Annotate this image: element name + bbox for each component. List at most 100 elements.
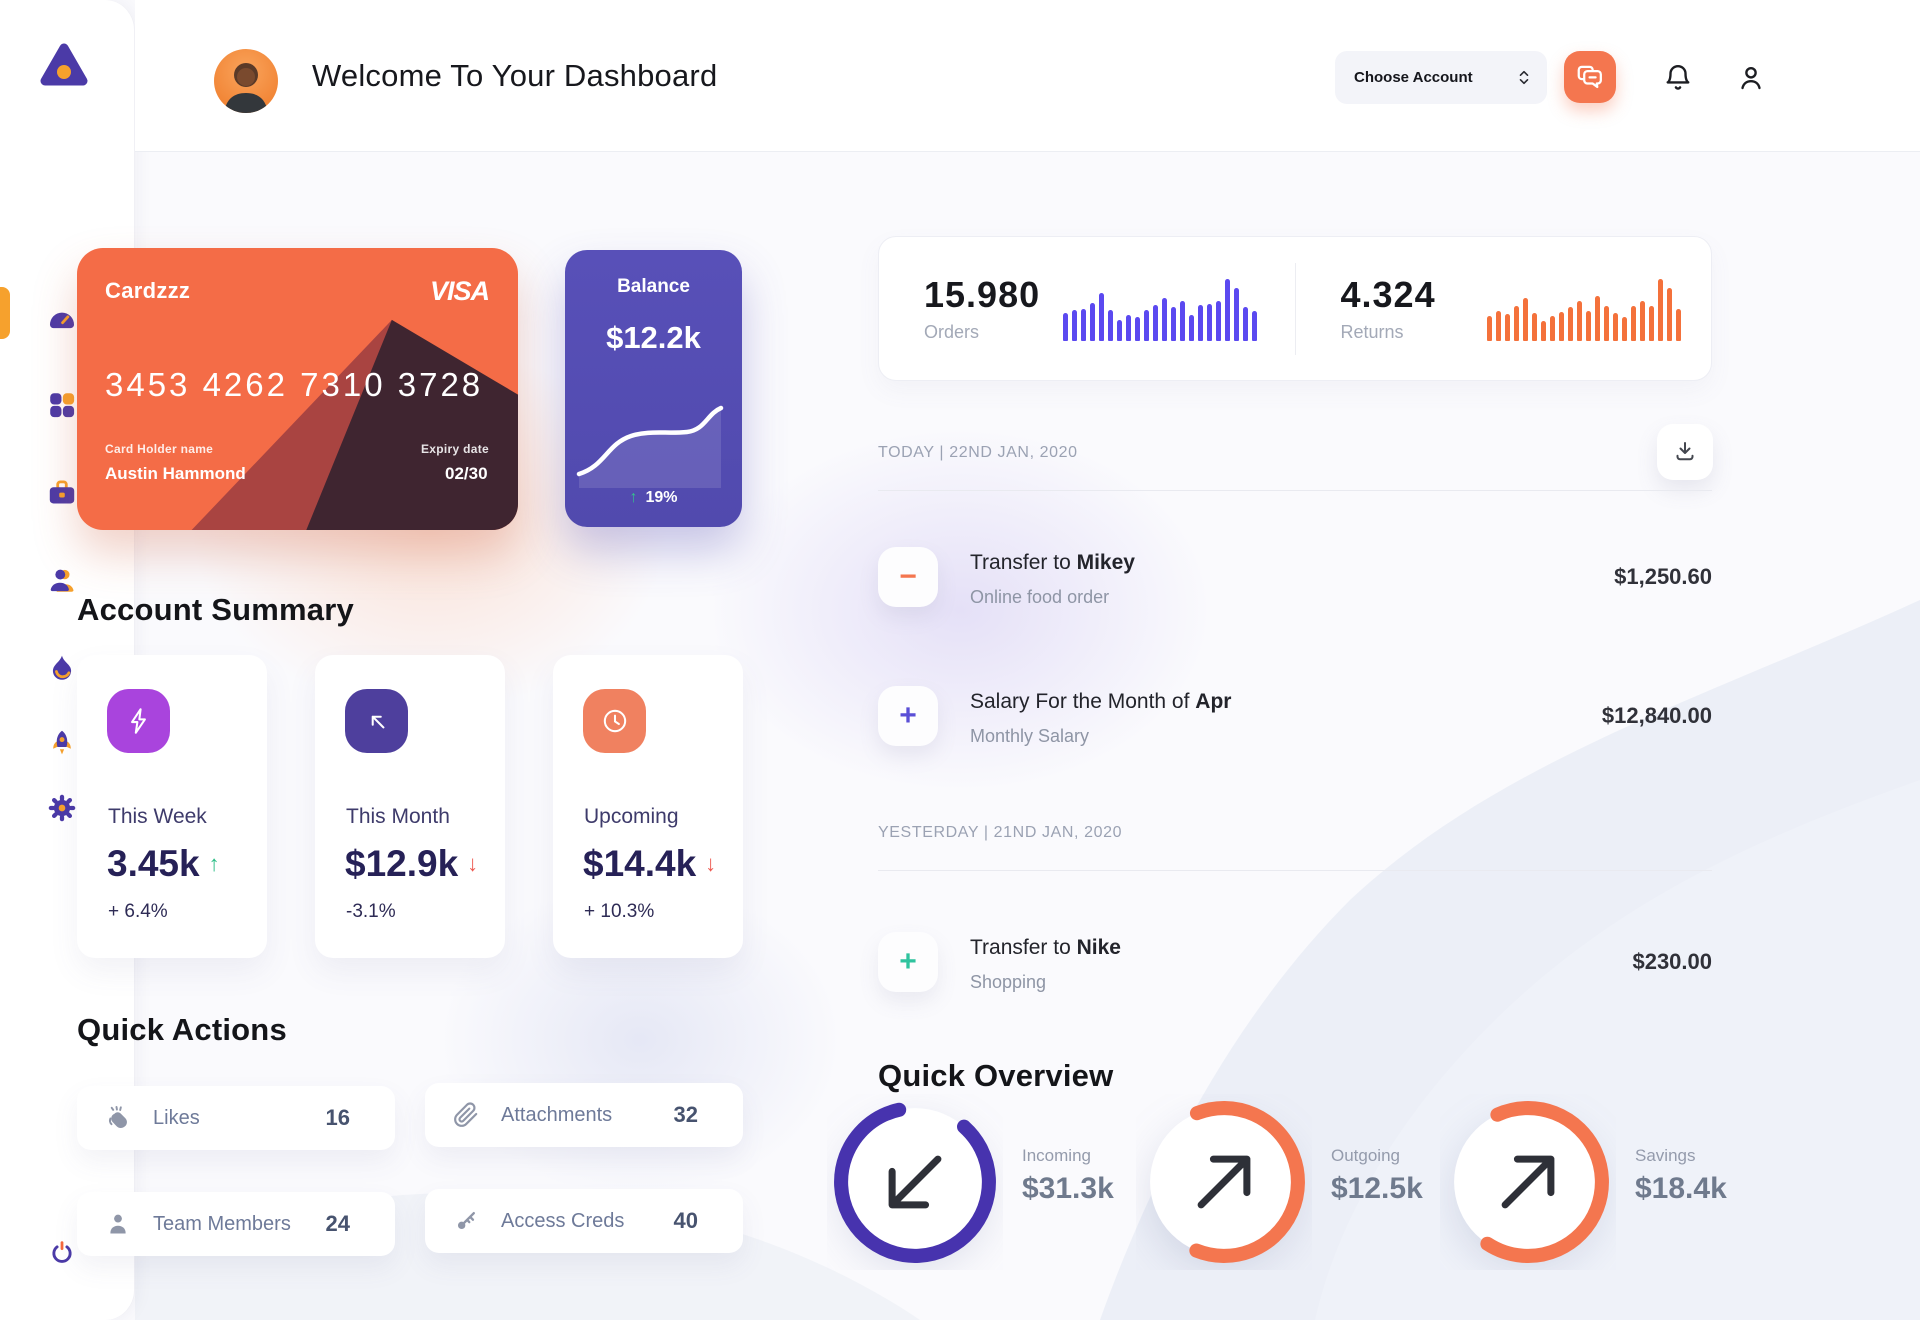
transaction-row[interactable]: + Salary For the Month of Apr Monthly Sa… [878, 686, 1712, 746]
sidebar-item-settings[interactable] [47, 793, 77, 823]
page-title: Welcome To Your Dashboard [312, 58, 718, 93]
outgoing-stat: Outgoing $12.5k [1331, 1146, 1423, 1206]
bell-icon [1666, 65, 1690, 90]
card-name: Cardzzz [105, 278, 191, 303]
flame-icon [52, 655, 72, 680]
quick-action-access-creds[interactable]: Access Creds 40 [425, 1189, 743, 1253]
summary-card-this-month: This Month $12.9k ↓ -3.1% [315, 655, 505, 958]
quick-action-label: Team Members [153, 1212, 291, 1235]
choose-account-dropdown[interactable]: Choose Account [1335, 51, 1547, 104]
quick-overview-heading: Quick Overview [878, 1058, 1114, 1093]
briefcase-icon [49, 480, 75, 504]
card-holder-label: Card Holder name [105, 442, 214, 456]
divider [878, 870, 1712, 871]
power-icon [52, 1241, 72, 1263]
summary-value: 3.45k ↑ [107, 843, 220, 884]
account-summary-heading: Account Summary [77, 592, 354, 627]
trend-arrow-icon: ↑ [208, 851, 220, 876]
balance-label: Balance [617, 276, 690, 297]
orders-stat: 15.980 Orders [879, 237, 1295, 380]
sidebar-item-work[interactable] [47, 478, 77, 508]
sidebar-item-dashboard[interactable] [47, 303, 77, 333]
sidebar-item-apps[interactable] [47, 390, 77, 420]
trend-arrow-icon: ↓ [705, 851, 717, 876]
sidebar-item-contacts[interactable] [47, 566, 77, 596]
user-icon [50, 569, 74, 592]
summary-label: This Week [108, 805, 207, 828]
transaction-title: Transfer to Mikey [970, 551, 1135, 574]
divider [878, 490, 1712, 491]
quick-action-label: Access Creds [501, 1209, 625, 1232]
transaction-minus-icon: − [878, 547, 938, 607]
orders-returns-card: 15.980 Orders 4.324 Returns [878, 236, 1712, 381]
balance-delta-value: 19% [645, 489, 678, 506]
balance-sparkline-chart [576, 405, 724, 488]
gauge-value: $12.5k [1331, 1172, 1423, 1205]
key-icon [457, 1212, 475, 1230]
stats-divider [1294, 262, 1296, 355]
card-number: 3453 4262 7310 3728 [105, 366, 484, 403]
active-nav-indicator [0, 287, 10, 339]
summary-delta: + 6.4% [108, 901, 168, 922]
summary-value: $14.4k ↓ [583, 843, 717, 884]
chat-bubbles-icon [1577, 65, 1602, 89]
gear-icon [48, 794, 76, 822]
quick-action-attachments[interactable]: Attachments 32 [425, 1083, 743, 1147]
returns-label: Returns [1340, 322, 1404, 342]
speedometer-icon [50, 312, 74, 329]
orders-mini-chart [1062, 277, 1257, 341]
transaction-row[interactable]: + Transfer to Nike Shopping $230.00 [878, 932, 1712, 992]
balance-card: Balance $12.2k ↑ 19% [565, 250, 742, 527]
avatar-photo [224, 63, 268, 113]
quick-actions-heading: Quick Actions [77, 1012, 287, 1047]
notifications-button[interactable] [1663, 63, 1693, 93]
incoming-stat: Incoming $31.3k [1022, 1146, 1114, 1206]
sidebar-item-boost[interactable] [47, 728, 77, 758]
up-arrow-icon: ↑ [629, 489, 638, 506]
download-button[interactable] [1657, 424, 1713, 480]
member-icon [110, 1214, 126, 1234]
summary-delta: -3.1% [346, 901, 396, 922]
chevron-up-down-icon [1519, 70, 1529, 85]
download-icon [1676, 442, 1694, 461]
quick-action-likes[interactable]: Likes 16 [77, 1086, 395, 1150]
rocket-icon [53, 730, 71, 755]
quick-action-label: Attachments [501, 1103, 613, 1126]
transaction-amount: $1,250.60 [1614, 564, 1712, 589]
transaction-plus-icon: + [878, 932, 938, 992]
gauge-value: $18.4k [1635, 1172, 1727, 1205]
transaction-subtitle: Online food order [970, 587, 1110, 607]
user-avatar[interactable] [214, 49, 278, 113]
gauge-label: Outgoing [1331, 1146, 1400, 1165]
balance-delta: ↑ 19% [565, 489, 742, 507]
quick-action-count: 24 [325, 1211, 350, 1236]
savings-stat: Savings $18.4k [1635, 1146, 1727, 1206]
trend-arrow-icon: ↓ [467, 851, 479, 876]
transaction-title: Salary For the Month of Apr [970, 690, 1232, 713]
up-right-arrow-icon [1197, 1155, 1251, 1209]
sidebar-item-logout[interactable] [47, 1237, 77, 1267]
card-holder-name: Austin Hammond [105, 464, 246, 483]
gauge-label: Savings [1635, 1146, 1696, 1165]
visa-logo: VISA [429, 276, 490, 306]
quick-action-count: 32 [673, 1102, 698, 1127]
card-expiry-label: Expiry date [421, 442, 489, 456]
sidebar-item-trending[interactable] [47, 653, 77, 683]
quick-action-count: 16 [325, 1105, 350, 1130]
summary-delta: + 10.3% [584, 901, 655, 922]
profile-button[interactable] [1736, 63, 1766, 93]
quick-action-team-members[interactable]: Team Members 24 [77, 1192, 395, 1256]
messages-button[interactable] [1564, 51, 1616, 103]
returns-stat: 4.324 Returns [1296, 237, 1712, 380]
up-right-arrow-icon [1501, 1155, 1555, 1209]
app-logo[interactable] [36, 38, 92, 94]
transaction-subtitle: Monthly Salary [970, 726, 1090, 746]
diag-arrow-icon [345, 689, 408, 753]
transaction-row[interactable]: − Transfer to Mikey Online food order $1… [878, 547, 1712, 607]
summary-value: $12.9k ↓ [345, 843, 479, 884]
down-left-arrow-icon [888, 1155, 942, 1209]
logo-triangle-icon [40, 43, 88, 86]
credit-card: Cardzzz VISA 3453 4262 7310 3728 Card Ho… [77, 248, 518, 530]
clock-icon [583, 689, 646, 753]
